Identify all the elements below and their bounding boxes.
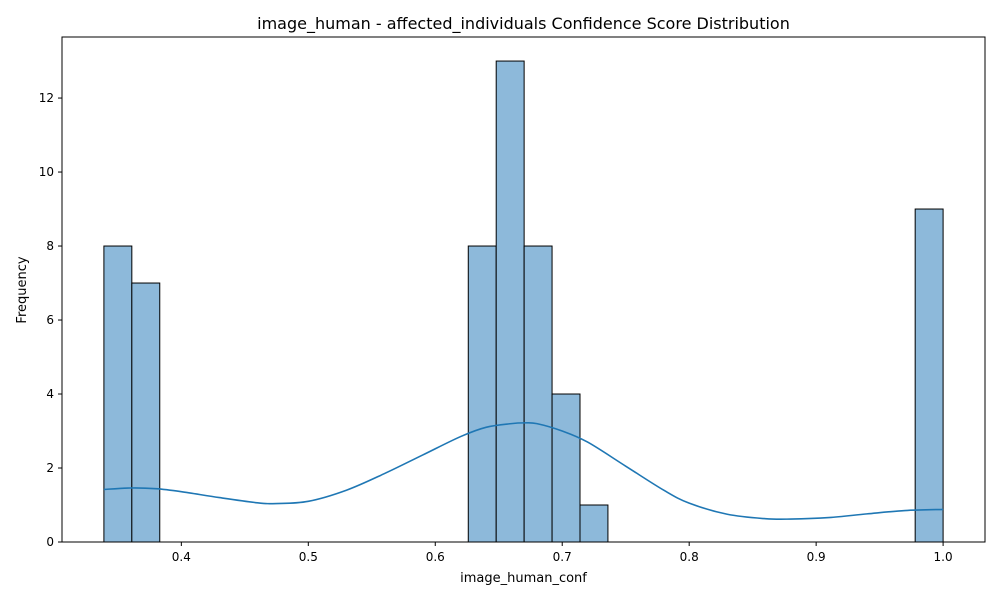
y-axis-label: Frequency [15,256,30,323]
x-tick-label: 0.7 [553,550,572,564]
y-tick-label: 0 [46,535,54,549]
y-tick-label: 2 [46,461,54,475]
histogram-bars [103,60,944,543]
y-tick-label: 10 [39,165,54,179]
x-axis-ticks: 0.4 0.5 0.6 0.7 0.8 0.9 1.0 [172,542,953,564]
histogram-bar [551,393,581,543]
kde-curve [103,421,944,521]
x-tick-label: 0.4 [172,550,191,564]
histogram-bar [579,504,609,543]
histogram-bar [131,282,161,543]
plot-frame [61,36,986,543]
y-tick-label: 8 [46,239,54,253]
x-tick-label: 0.9 [807,550,826,564]
y-tick-label: 4 [46,387,54,401]
histogram-bar [523,245,553,543]
histogram-bar [467,245,497,543]
chart-title: image_human - affected_individuals Confi… [257,14,790,34]
x-tick-label: 0.6 [426,550,445,564]
histogram-bar [103,245,133,543]
y-tick-label: 6 [46,313,54,327]
x-tick-label: 0.5 [299,550,318,564]
histogram-bar [495,60,525,543]
y-axis-ticks: 0 2 4 6 8 10 12 [39,91,62,549]
y-tick-label: 12 [39,91,54,105]
histogram-bar [914,208,944,543]
x-axis-label: image_human_conf [460,571,587,586]
x-tick-label: 0.8 [680,550,699,564]
x-tick-label: 1.0 [934,550,953,564]
